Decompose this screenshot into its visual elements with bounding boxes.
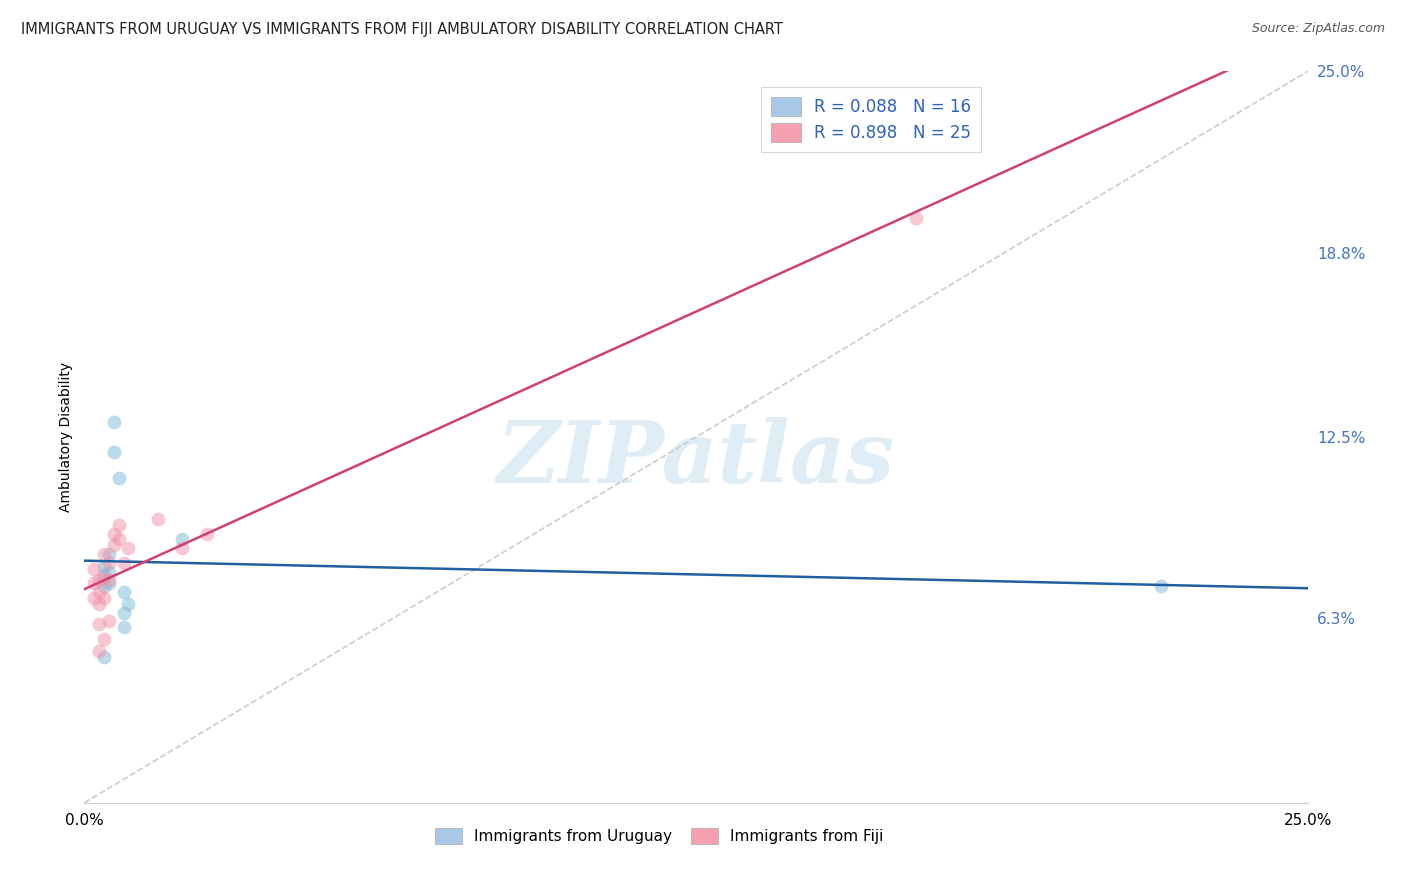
Point — [1150, 579, 1173, 593]
Y-axis label: Ambulatory Disability: Ambulatory Disability — [59, 362, 73, 512]
Point — [112, 606, 135, 620]
Point — [117, 541, 139, 556]
Point — [97, 547, 120, 561]
Point — [112, 620, 135, 634]
Text: Source: ZipAtlas.com: Source: ZipAtlas.com — [1251, 22, 1385, 36]
Text: IMMIGRANTS FROM URUGUAY VS IMMIGRANTS FROM FIJI AMBULATORY DISABILITY CORRELATIO: IMMIGRANTS FROM URUGUAY VS IMMIGRANTS FR… — [21, 22, 783, 37]
Point — [93, 591, 115, 605]
Point — [107, 471, 129, 485]
Point — [83, 591, 105, 605]
Point — [103, 416, 125, 430]
Point — [93, 567, 115, 582]
Legend: Immigrants from Uruguay, Immigrants from Fiji: Immigrants from Uruguay, Immigrants from… — [429, 822, 890, 850]
Point — [93, 579, 115, 593]
Point — [172, 541, 194, 556]
Point — [103, 526, 125, 541]
Point — [117, 597, 139, 611]
Point — [93, 632, 115, 646]
Point — [97, 574, 120, 588]
Point — [195, 526, 218, 541]
Point — [87, 617, 110, 632]
Point — [83, 562, 105, 576]
Point — [97, 615, 120, 629]
Point — [112, 556, 135, 570]
Point — [103, 538, 125, 552]
Point — [87, 585, 110, 599]
Point — [107, 517, 129, 532]
Point — [112, 585, 135, 599]
Point — [93, 547, 115, 561]
Point — [97, 556, 120, 570]
Point — [87, 597, 110, 611]
Point — [172, 533, 194, 547]
Point — [107, 533, 129, 547]
Point — [97, 565, 120, 579]
Point — [87, 643, 110, 657]
Point — [905, 211, 928, 225]
Point — [93, 570, 115, 584]
Point — [93, 558, 115, 573]
Point — [93, 649, 115, 664]
Point — [146, 512, 169, 526]
Point — [103, 444, 125, 458]
Point — [97, 576, 120, 591]
Point — [83, 576, 105, 591]
Point — [87, 574, 110, 588]
Text: ZIPatlas: ZIPatlas — [496, 417, 896, 500]
